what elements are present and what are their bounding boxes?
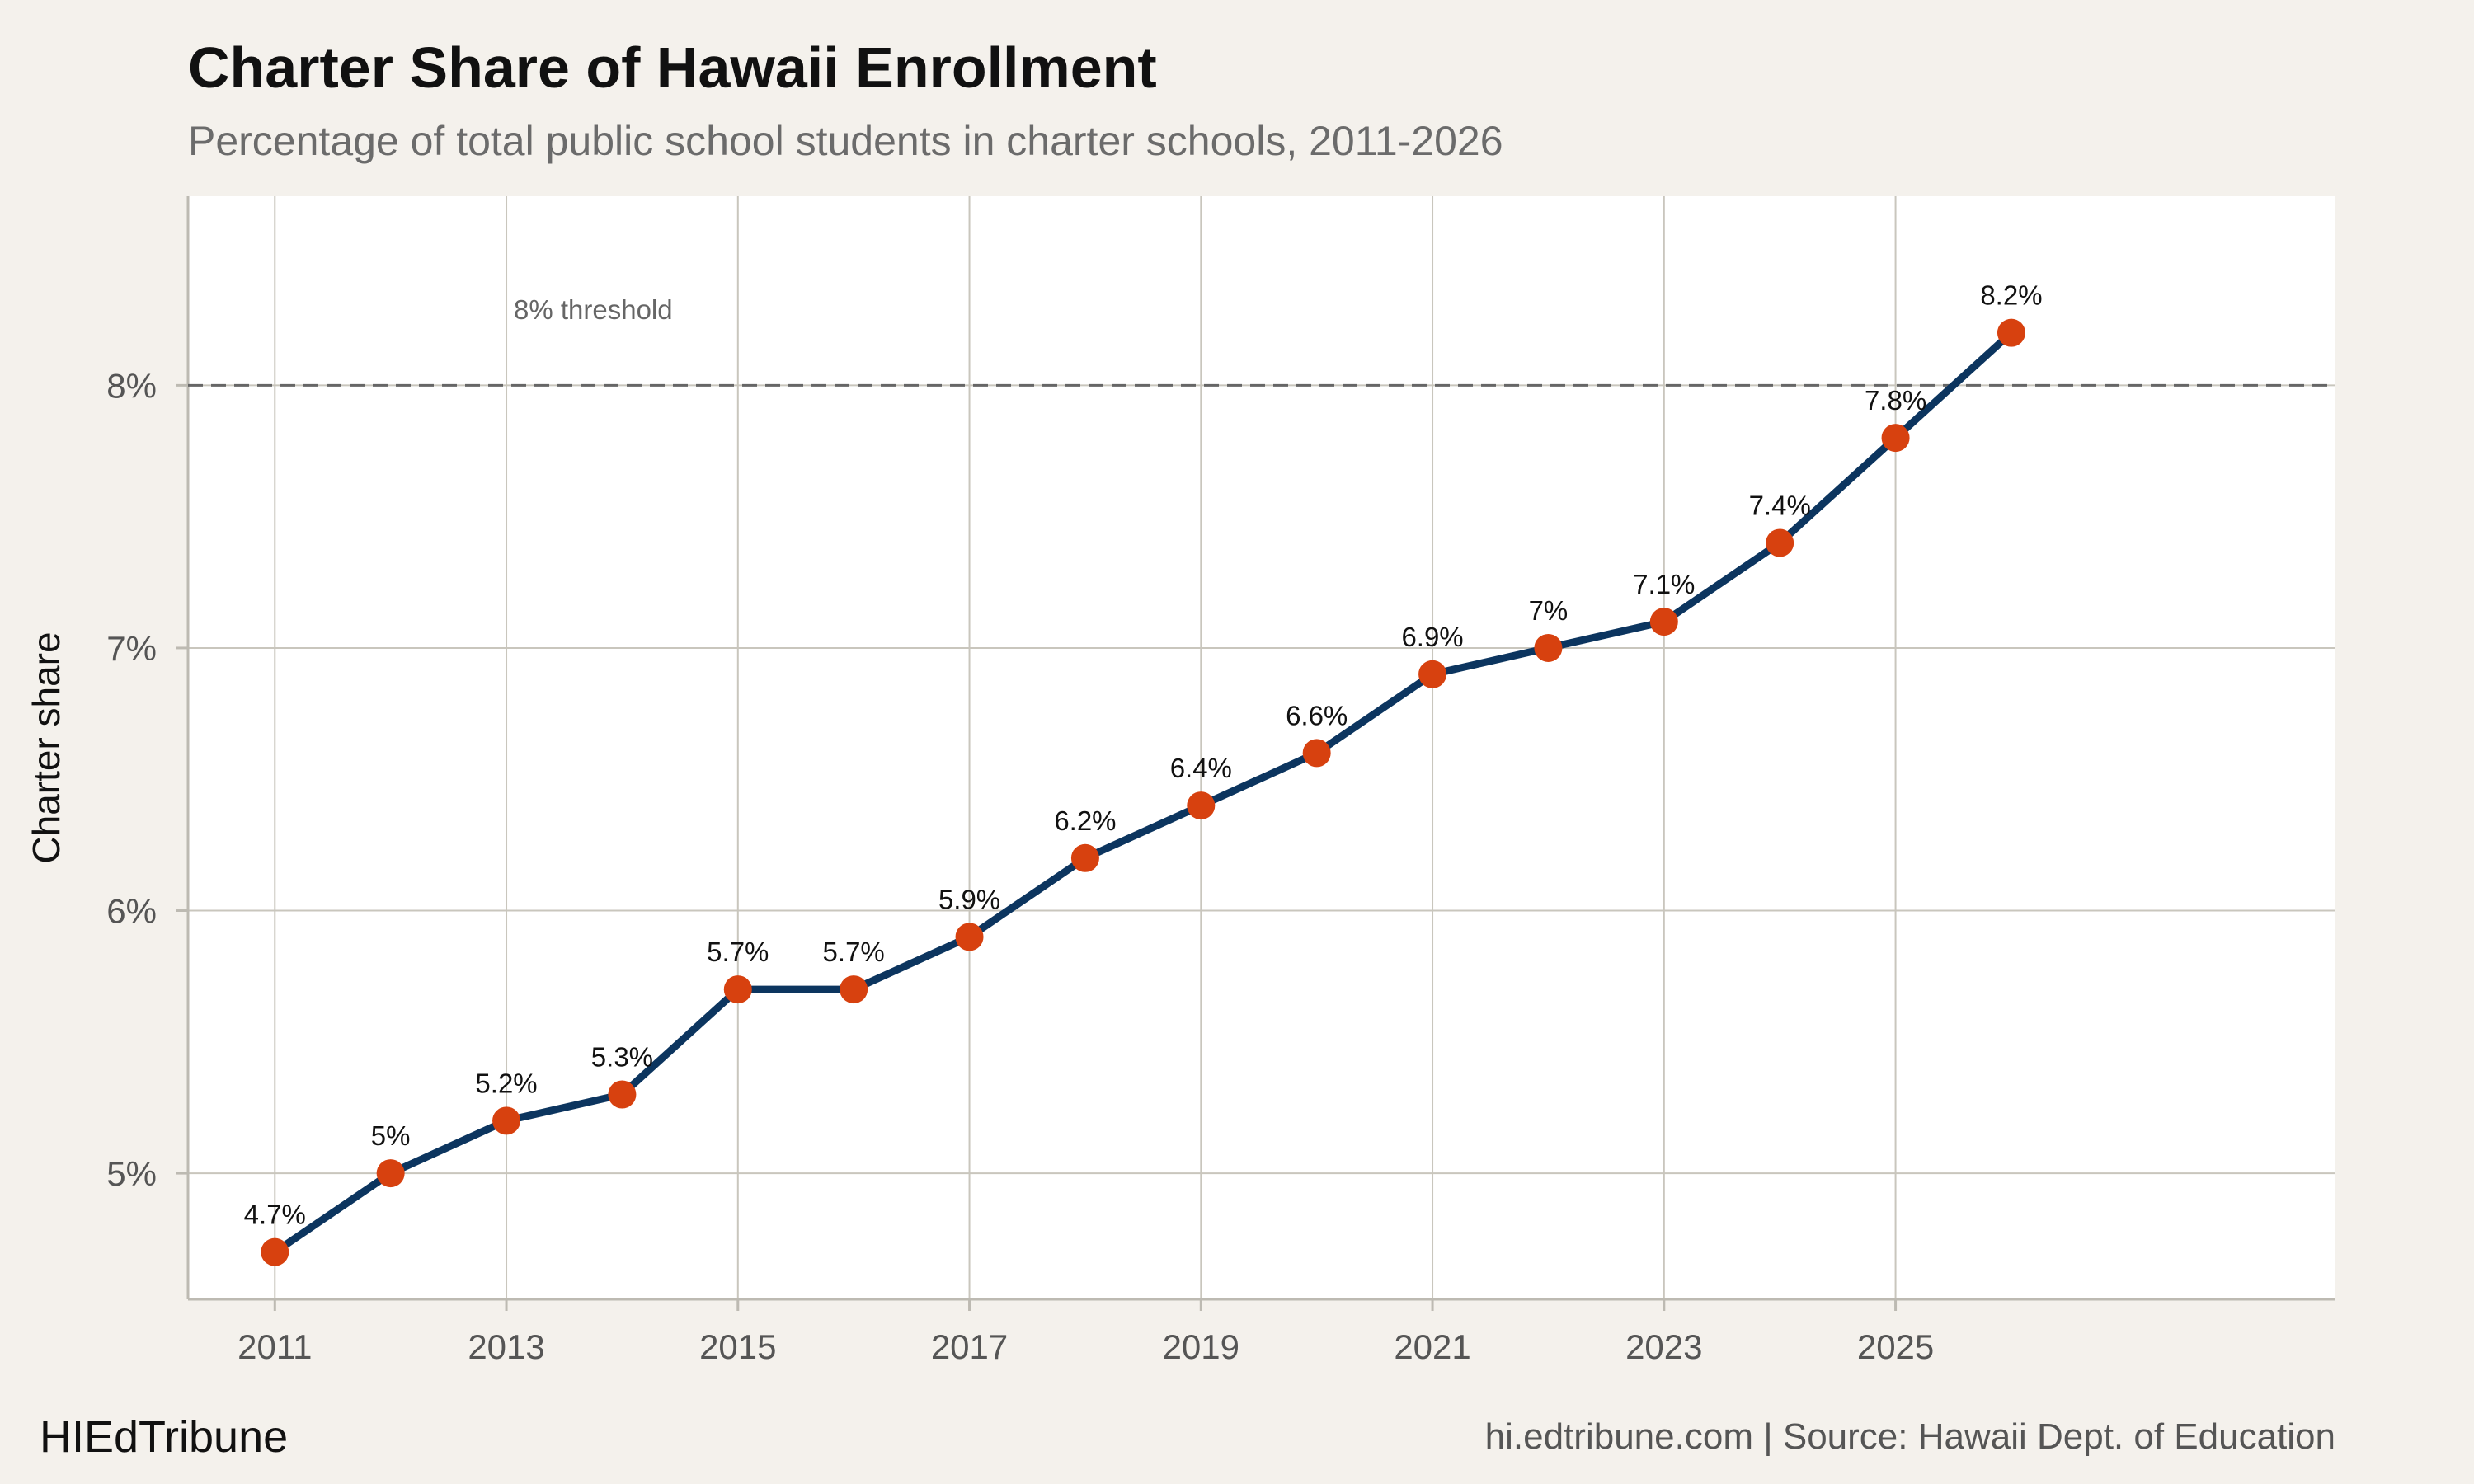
series-line <box>270 329 2015 1256</box>
data-label: 5.9% <box>938 884 1000 914</box>
x-tick-label: 2017 <box>931 1327 1008 1366</box>
x-tick-label: 2015 <box>699 1327 776 1366</box>
data-point <box>376 1159 405 1188</box>
x-tick-label: 2021 <box>1394 1327 1470 1366</box>
data-label: 4.7% <box>244 1200 306 1230</box>
x-tick-label: 2019 <box>1163 1327 1239 1366</box>
data-label: 7.1% <box>1633 569 1695 599</box>
data-label: 5.7% <box>707 937 769 967</box>
data-point <box>1534 633 1563 662</box>
data-label: 6.2% <box>1054 805 1116 836</box>
data-label: 6.6% <box>1286 700 1348 730</box>
data-point <box>492 1106 521 1135</box>
data-label: 7.4% <box>1749 491 1811 521</box>
data-label: 6.4% <box>1170 753 1232 783</box>
y-tick-label: 7% <box>106 629 157 668</box>
brand-name: HIEdTribune <box>40 1412 289 1462</box>
x-tick-label: 2013 <box>468 1327 544 1366</box>
x-tick-label: 2023 <box>1625 1327 1702 1366</box>
data-label: 5% <box>371 1120 411 1151</box>
data-point <box>1418 660 1447 688</box>
data-point <box>1881 424 1910 453</box>
data-point <box>1766 528 1794 557</box>
source-credit: hi.edtribune.com | Source: Hawaii Dept. … <box>1484 1416 2335 1457</box>
data-point <box>608 1080 637 1109</box>
data-point <box>1187 791 1216 820</box>
data-point <box>1070 843 1099 872</box>
threshold-label: 8% threshold <box>514 294 673 325</box>
x-tick-label: 2011 <box>238 1327 312 1366</box>
data-label: 6.9% <box>1401 622 1463 652</box>
y-tick-label: 6% <box>106 892 157 931</box>
y-tick-label: 8% <box>106 366 157 405</box>
data-point <box>723 975 752 1004</box>
y-tick-label: 5% <box>106 1154 157 1193</box>
data-label: 5.3% <box>591 1042 653 1073</box>
x-tick-label: 2025 <box>1857 1327 1934 1366</box>
chart-title: Charter Share of Hawaii Enrollment <box>188 35 1157 100</box>
data-point <box>955 923 984 951</box>
data-point <box>261 1237 289 1266</box>
data-point <box>840 975 868 1004</box>
data-label: 7.8% <box>1865 385 1926 416</box>
data-label: 7% <box>1529 595 1569 626</box>
data-point <box>1997 318 2025 347</box>
y-axis-title: Charter share <box>25 632 68 863</box>
data-label: 5.2% <box>475 1068 537 1098</box>
data-label: 8.2% <box>1980 280 2042 311</box>
data-point <box>1302 739 1331 768</box>
data-point <box>1649 608 1678 636</box>
data-label: 5.7% <box>823 937 885 967</box>
chart-subtitle: Percentage of total public school studen… <box>188 118 1503 164</box>
